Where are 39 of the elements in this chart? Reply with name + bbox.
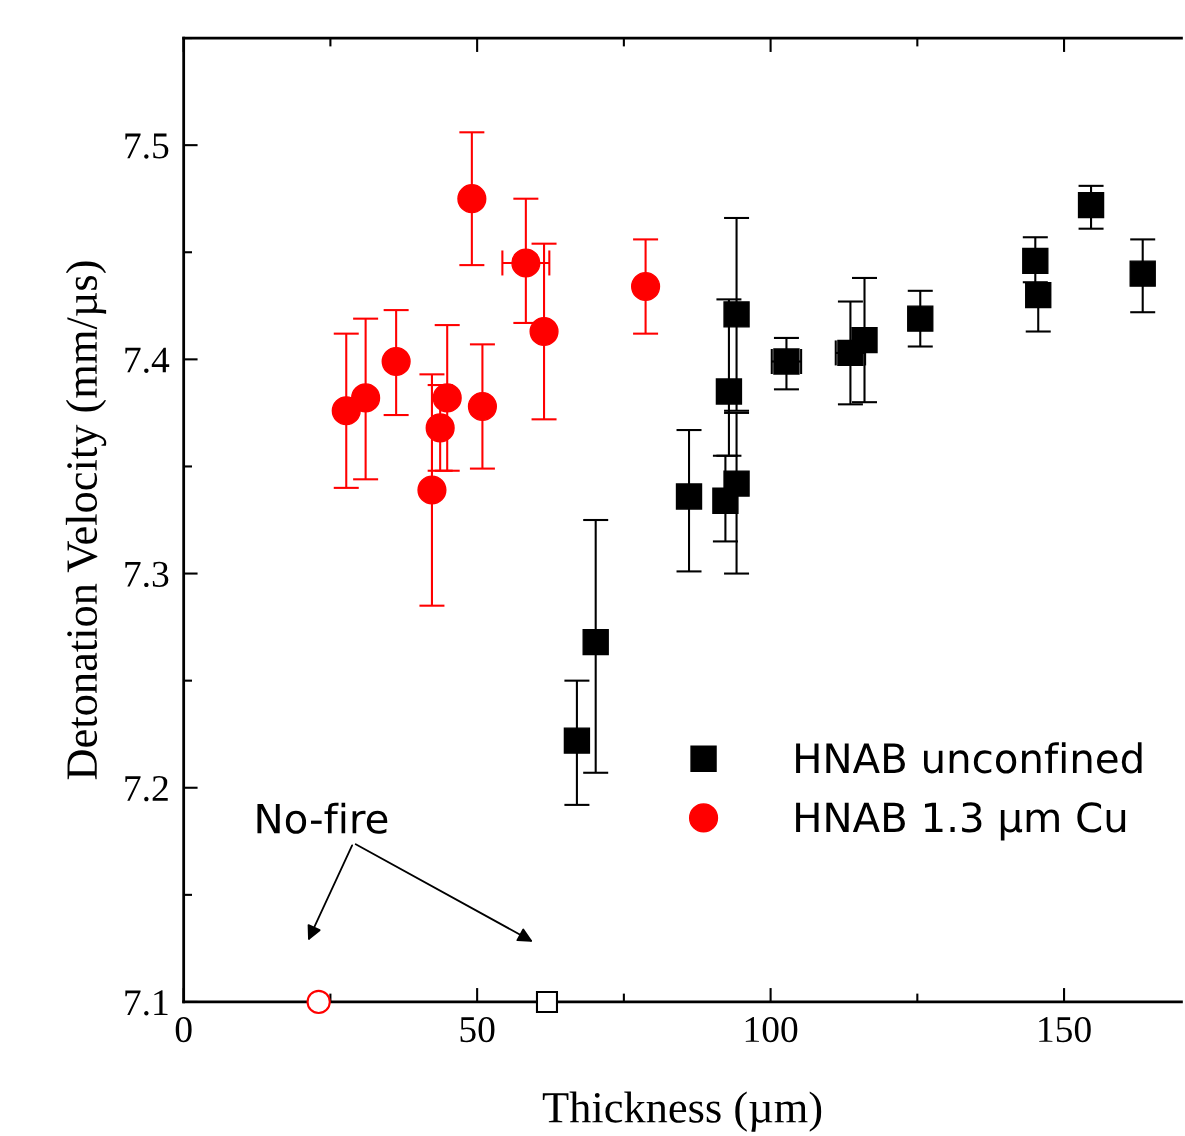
point	[381, 346, 411, 377]
point	[1025, 281, 1052, 309]
legend-label: HNAB unconfined	[796, 742, 1142, 774]
point	[417, 475, 447, 505]
y-tick-label: 7.1	[125, 990, 168, 1016]
point	[907, 305, 934, 332]
point	[535, 990, 559, 1013]
x-tick-label: 100	[745, 1016, 798, 1043]
point	[306, 989, 331, 1015]
point	[432, 383, 462, 413]
point	[630, 271, 661, 302]
point	[467, 391, 498, 422]
point	[851, 326, 878, 354]
y-tick-label: 7.2	[125, 775, 168, 802]
annotation: No-fire	[257, 802, 388, 834]
point	[425, 413, 455, 443]
point	[723, 470, 750, 497]
legend-label: HNAB 1.3 µm Cu	[796, 802, 1126, 841]
point	[563, 727, 591, 754]
point	[675, 483, 703, 510]
y-tick-label: 7.4	[125, 347, 170, 373]
point	[529, 316, 559, 347]
y-tick-label: 7.5	[125, 133, 169, 159]
point	[457, 184, 487, 214]
x-axis-title: Thickness (µm)	[542, 1091, 822, 1132]
y-axis-title: Detonation Velocity (mm/µs)	[65, 261, 107, 780]
point	[331, 396, 361, 426]
x-tick-label: 150	[1039, 1016, 1091, 1043]
x-tick-label: 0	[175, 1016, 192, 1043]
point	[511, 248, 541, 278]
point	[715, 378, 743, 405]
point	[1077, 191, 1105, 219]
point	[1022, 247, 1049, 275]
point	[351, 383, 381, 413]
point	[582, 628, 609, 656]
y-tick-label: 7.3	[125, 561, 169, 588]
x-tick-label: 50	[460, 1016, 495, 1043]
point	[723, 301, 750, 328]
point	[1129, 260, 1156, 287]
